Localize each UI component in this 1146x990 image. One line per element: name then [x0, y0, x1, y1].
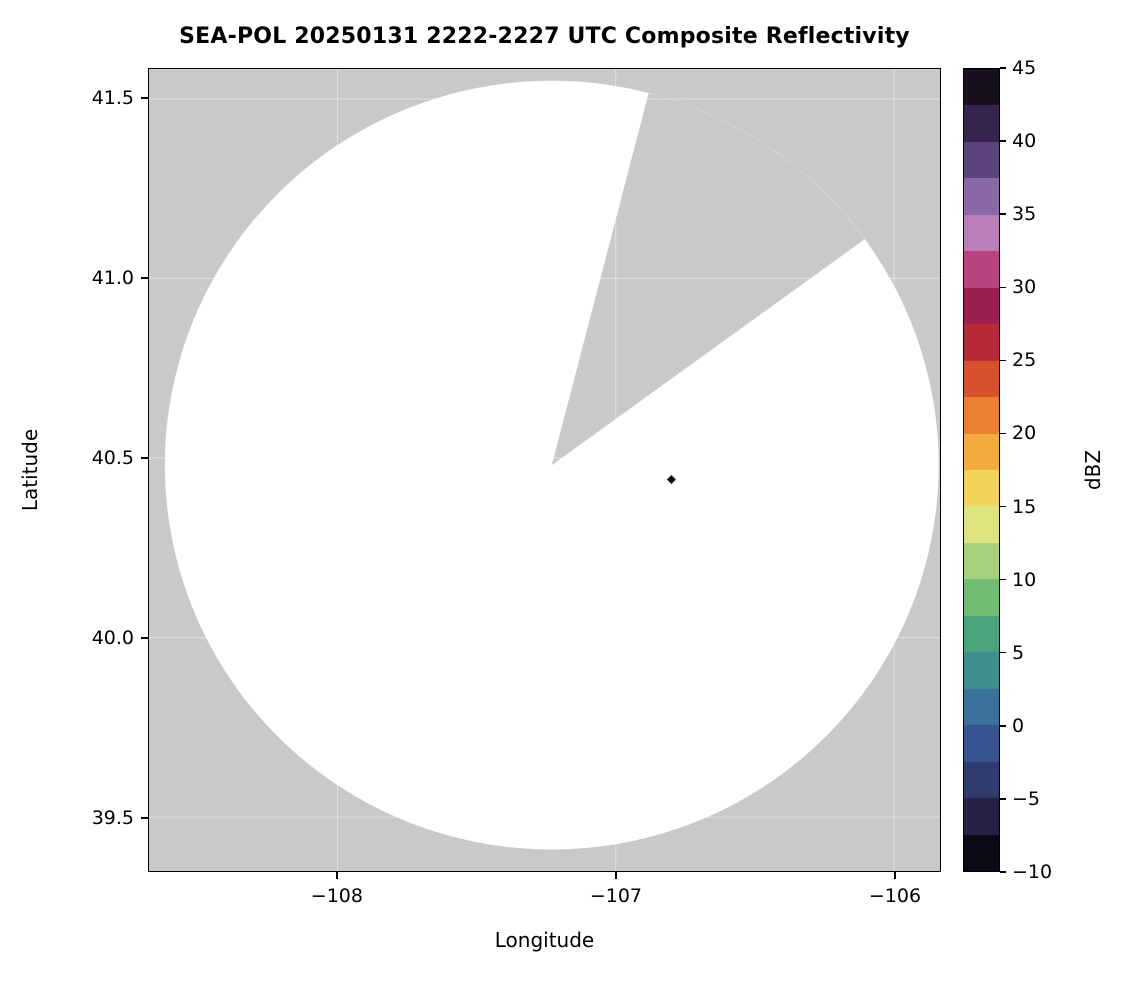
x-tick [336, 872, 338, 879]
colorbar-tick-label: 35 [1012, 203, 1037, 226]
y-tick [141, 457, 148, 459]
colorbar-segment [964, 834, 999, 871]
colorbar-tick-label: 10 [1012, 568, 1037, 591]
colorbar-segment [964, 652, 999, 689]
radar-map-svg [149, 69, 940, 871]
colorbar-segment [964, 725, 999, 762]
y-tick [141, 817, 148, 819]
colorbar-segment [964, 251, 999, 288]
colorbar-segment [964, 324, 999, 361]
colorbar-tick [1000, 140, 1006, 142]
x-tick [894, 872, 896, 879]
y-tick-label: 41.5 [91, 86, 134, 109]
colorbar-segment [964, 688, 999, 726]
colorbar-segment [964, 761, 999, 799]
colorbar-segment [964, 69, 999, 106]
colorbar-tick [1000, 871, 1006, 873]
plot-area [148, 68, 941, 872]
colorbar-tick-label: 0 [1012, 714, 1025, 737]
y-tick [141, 97, 148, 99]
y-tick-label: 39.5 [91, 806, 134, 829]
colorbar-tick [1000, 798, 1006, 800]
x-tick-label: −107 [589, 885, 643, 907]
colorbar-segment [964, 287, 999, 325]
colorbar-tick [1000, 725, 1006, 727]
x-tick-label: −106 [868, 885, 922, 907]
colorbar-segment [964, 214, 999, 252]
colorbar-tick-label: −5 [1012, 787, 1041, 810]
colorbar-label: dBZ [1081, 449, 1105, 491]
colorbar-segment [964, 615, 999, 653]
y-tick [141, 637, 148, 639]
x-tick-label: −108 [310, 885, 363, 907]
colorbar [963, 68, 1000, 872]
colorbar-tick [1000, 578, 1006, 581]
colorbar-segment [964, 178, 999, 215]
colorbar-segment [964, 798, 999, 835]
colorbar-segment [964, 579, 999, 616]
colorbar-tick-label: 20 [1012, 422, 1037, 445]
colorbar-tick-label: −10 [1012, 861, 1053, 883]
colorbar-tick [1000, 651, 1006, 654]
x-axis-label: Longitude [494, 928, 595, 952]
colorbar-segment [964, 360, 999, 398]
y-tick-label: 40.0 [91, 626, 134, 649]
colorbar-tick-label: 25 [1012, 349, 1037, 372]
colorbar-segment [964, 433, 999, 470]
site-marker [666, 474, 676, 484]
y-tick-label: 40.5 [91, 446, 134, 469]
colorbar-segment [964, 506, 999, 543]
colorbar-tick [1000, 67, 1006, 69]
colorbar-tick-label: 15 [1012, 495, 1037, 518]
colorbar-tick-label: 30 [1012, 276, 1037, 299]
colorbar-segment [964, 141, 999, 179]
colorbar-tick-label: 45 [1012, 57, 1037, 79]
blanked-sector [551, 93, 865, 466]
colorbar-segment [964, 542, 999, 580]
x-tick [615, 872, 617, 879]
y-tick-label: 41.0 [91, 266, 134, 289]
colorbar-segment [964, 397, 999, 434]
colorbar-segment [964, 469, 999, 507]
colorbar-segment [964, 105, 999, 142]
colorbar-tick [1000, 213, 1006, 215]
y-tick [141, 277, 148, 279]
colorbar-tick [1000, 505, 1006, 508]
colorbar-tick-label: 40 [1012, 130, 1037, 153]
y-axis-label: Latitude [18, 428, 42, 512]
colorbar-tick [1000, 432, 1006, 435]
colorbar-tick [1000, 359, 1006, 362]
colorbar-tick [1000, 286, 1006, 289]
plot-title: SEA-POL 20250131 2222-2227 UTC Composite… [179, 24, 910, 49]
colorbar-tick-label: 5 [1012, 641, 1025, 664]
